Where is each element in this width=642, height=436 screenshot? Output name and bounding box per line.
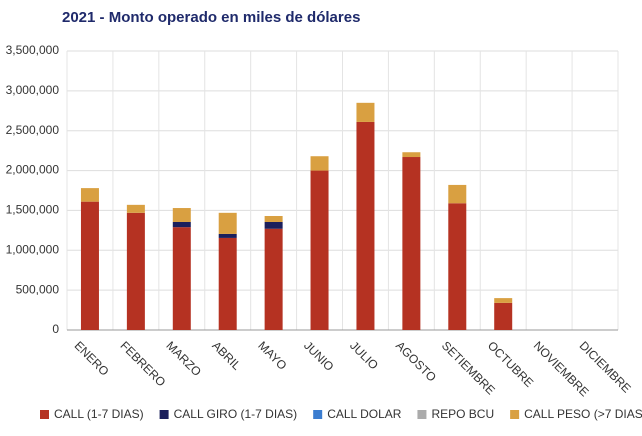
x-tick-label: JUNIO [301, 338, 336, 373]
x-tick-label: AGOSTO [393, 338, 439, 384]
legend-swatch [510, 410, 520, 419]
bar-segment [494, 302, 513, 330]
legend-swatch [417, 410, 427, 419]
bar-segment [310, 156, 329, 171]
bar-segment [310, 170, 329, 330]
bar-segment [80, 188, 99, 202]
y-tick-label: 3,000,000 [6, 83, 60, 97]
y-tick-label: 1,500,000 [6, 203, 60, 217]
y-tick-label: 2,000,000 [6, 163, 60, 177]
x-tick-label: MARZO [163, 338, 204, 379]
bar-segment [448, 184, 467, 204]
bar-segment [402, 157, 421, 330]
bar-segment [448, 203, 467, 330]
y-tick-label: 500,000 [16, 282, 60, 296]
legend-swatch [313, 410, 323, 419]
x-tick-label: ABRIL [209, 338, 244, 373]
bar-segment [218, 212, 237, 234]
bar-segment [126, 212, 145, 330]
legend-swatch [159, 410, 169, 419]
bar-segment [80, 201, 99, 330]
bar-segment [494, 298, 513, 303]
bar-segment [218, 233, 237, 238]
bar-segment [126, 204, 145, 213]
legend-label: CALL (1-7 DIAS) [54, 407, 144, 421]
y-tick-label: 1,000,000 [6, 242, 60, 256]
bar-segment [172, 221, 191, 228]
legend-swatch [40, 410, 49, 419]
bar-segment [356, 121, 375, 331]
bar-segment [172, 208, 191, 222]
x-tick-label: ENERO [72, 338, 112, 378]
bar-segment [218, 237, 237, 330]
y-tick-label: 3,500,000 [6, 43, 60, 57]
y-tick-label: 0 [52, 322, 59, 336]
chart-title: 2021 - Monto operado en miles de dólares [62, 9, 360, 26]
bar-segment [402, 152, 421, 158]
bar-segment [264, 216, 283, 222]
legend-label: REPO BCU [431, 407, 494, 421]
legend-label: CALL DOLAR [327, 407, 402, 421]
bar-segment [356, 102, 375, 122]
legend-label: CALL PESO (>7 DIAS) [524, 407, 642, 421]
y-tick-label: 2,500,000 [6, 123, 60, 137]
bar-segment [264, 221, 283, 229]
x-tick-label: FEBRERO [118, 338, 169, 389]
bar-segment [172, 227, 191, 330]
bar-segment [264, 228, 283, 330]
x-tick-label: MAYO [255, 338, 289, 372]
legend-label: CALL GIRO (1-7 DIAS) [174, 407, 298, 421]
x-tick-label: JULIO [347, 338, 381, 372]
